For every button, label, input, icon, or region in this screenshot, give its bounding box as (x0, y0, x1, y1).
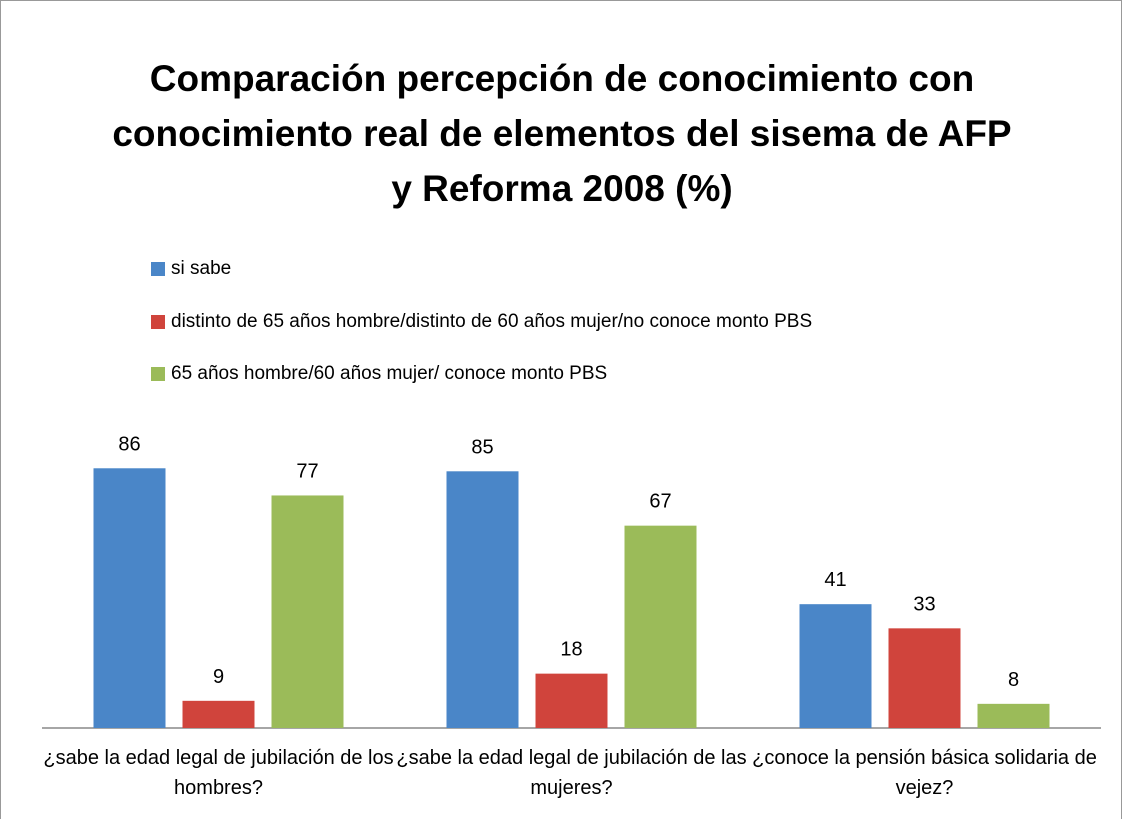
x-tick-label: ¿sabe la edad legal de jubilación de los… (43, 747, 394, 799)
legend-item: 65 años hombre/60 años mujer/ conoce mon… (151, 362, 607, 386)
data-label: 9 (213, 666, 224, 688)
bar (446, 471, 519, 728)
bar (271, 495, 344, 728)
chart-title: Comparación percepción de conocimiento c… (112, 58, 1012, 209)
data-label: 85 (471, 436, 493, 458)
data-label: 86 (118, 433, 140, 455)
legend-item: si sabe (151, 257, 231, 281)
bar (624, 525, 697, 728)
bar (977, 703, 1050, 728)
legend-swatch (151, 262, 165, 276)
legend-item: distinto de 65 años hombre/distinto de 6… (151, 310, 812, 334)
data-label: 67 (649, 491, 671, 513)
legend-swatch (151, 367, 165, 381)
legend-swatch (151, 314, 165, 329)
data-label: 33 (913, 593, 935, 615)
x-tick-label: ¿conoce la pensión básica solidaria de v… (752, 747, 1097, 799)
data-label: 77 (296, 460, 318, 482)
bar (93, 468, 166, 728)
bar (799, 604, 872, 728)
bar (535, 673, 608, 728)
data-label: 8 (1008, 669, 1019, 691)
data-label: 18 (560, 639, 582, 661)
bar (182, 700, 255, 728)
legend-label: 65 años hombre/60 años mujer/ conoce mon… (171, 363, 608, 384)
bar (888, 628, 961, 728)
legend-label: si sabe (171, 258, 232, 279)
data-label: 41 (824, 569, 846, 591)
legend-label: distinto de 65 años hombre/distinto de 6… (171, 310, 813, 332)
x-tick-label: ¿sabe la edad legal de jubilación de las… (396, 747, 747, 799)
